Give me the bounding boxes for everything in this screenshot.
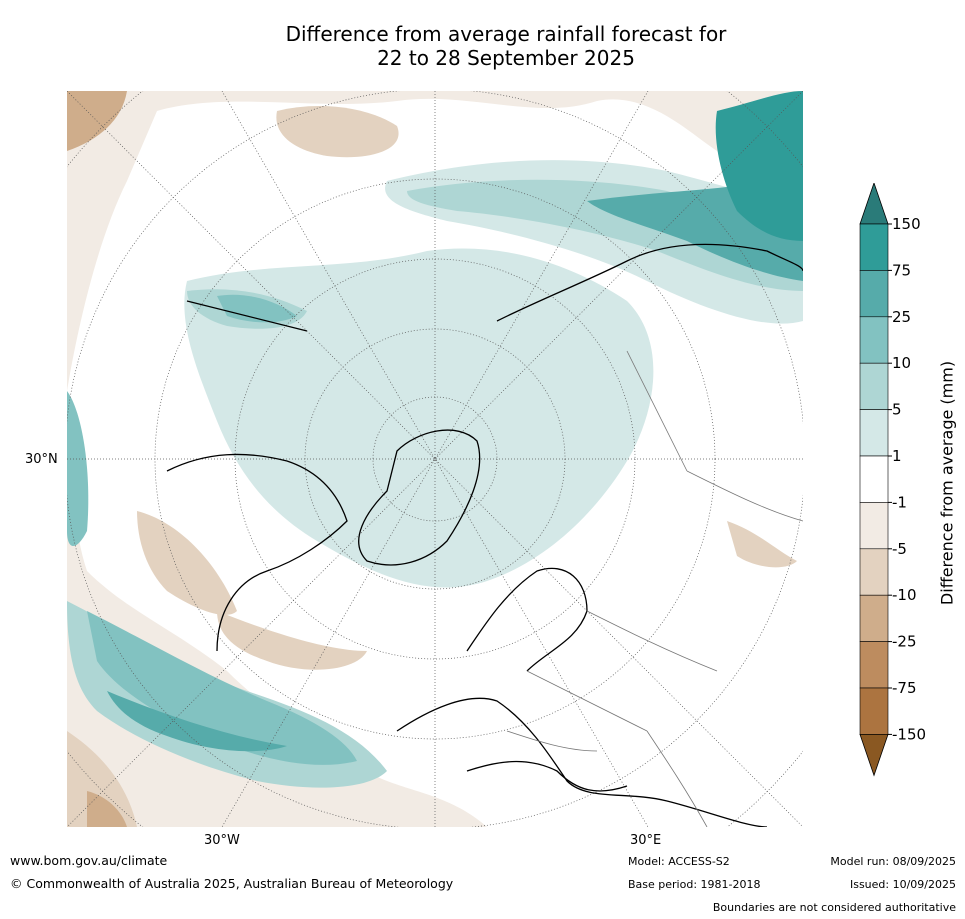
colorbar-tick-label: 25 [892,308,911,326]
wetter-region-arctic [184,248,654,588]
wetter-region-west [67,391,89,546]
drier-region-east [727,521,797,568]
mediterranean-coast [466,760,628,792]
drier-region-southwest [67,731,137,827]
colorbar-tick-label: -75 [892,679,917,697]
colorbar-segment [859,270,889,318]
disclaimer-text: Boundaries are not considered authoritat… [712,901,956,914]
europe-coast [396,697,768,827]
drier-region-pacific [276,106,399,158]
colorbar-extend-bottom [859,734,889,777]
title-line-2: 22 to 28 September 2025 [377,46,635,70]
coastlines [166,243,803,827]
colorbar-segment [859,548,889,596]
wetter-region-north-pacific-4 [715,91,803,241]
colorbar-segment [859,362,889,410]
colorbar-segment [859,687,889,735]
colorbar-tick-label: -25 [892,633,917,651]
model-text: Model: ACCESS-S2 [628,855,730,868]
colorbar-tick-label: 150 [892,215,921,233]
colorbar-tick-label: -150 [892,725,926,743]
colorbar-segment [859,502,889,550]
issued-text: Issued: 10/09/2025 [849,878,956,891]
title-line-1: Difference from average rainfall forecas… [285,22,727,46]
colorbar-segment [859,409,889,457]
colorbar-tick-label: 5 [892,401,902,419]
colorbar-tick-label: -10 [892,586,917,604]
colorbar-extend-top [859,183,889,225]
copyright-text: © Commonwealth of Australia 2025, Austra… [10,876,454,891]
lon-label-30e: 30°E [630,833,662,848]
colorbar-segment [859,641,889,689]
wetter-region-atlantic-2 [87,611,357,765]
colorbar-tick-label: 10 [892,354,911,372]
colorbar-segment [859,223,889,271]
canada-coast [166,453,348,652]
colorbar-segment [859,594,889,642]
colorbar-tick-label: -1 [892,493,907,511]
website-link[interactable]: www.bom.gov.au/climate [10,853,168,868]
drier-region-southwest-2 [87,791,127,827]
drier-region-atlantic [217,611,367,670]
lon-label-30w: 30°W [204,833,240,848]
drier-region-canada [137,511,237,615]
colorbar-segment [859,316,889,364]
colorbar-tick-label: 1 [892,447,902,465]
alaska-coast [186,300,308,332]
colorbar: 150 75 25 10 5 1 -1 -5 -10 -25 -75 -150 [859,183,926,777]
base-period-text: Base period: 1981-2018 [628,878,761,891]
scandinavia-coast [466,567,588,672]
graticule [67,91,803,827]
colorbar-segment [859,455,889,503]
chart-title: Difference from average rainfall forecas… [0,22,965,70]
greenland-coast [358,429,481,566]
colorbar-tick-label: -5 [892,540,907,558]
siberia-coast [496,243,803,322]
colorbar-tick-label: 75 [892,261,911,279]
lat-label-30n: 30°N [25,452,58,467]
rainfall-anomaly-map [67,91,803,827]
country-borders [506,350,803,827]
colorbar-label: Difference from average (mm) [937,360,957,606]
wetter-region-alaska-2 [217,294,297,323]
model-run-text: Model run: 08/09/2025 [830,855,956,868]
